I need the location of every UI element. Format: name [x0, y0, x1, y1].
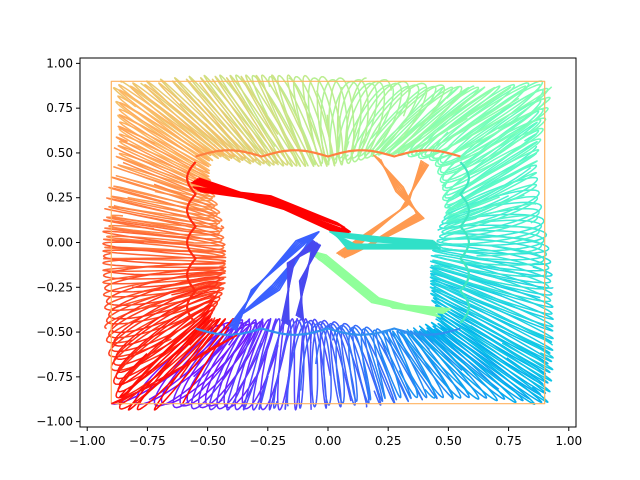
plot-lines — [102, 74, 554, 411]
trajectory-line — [105, 271, 223, 344]
trajectory-line — [441, 201, 543, 257]
pinwheel-arm-line — [281, 239, 314, 322]
trajectory-line — [432, 287, 551, 393]
x-tick-label: −0.75 — [129, 434, 166, 448]
trajectory-line — [432, 245, 552, 303]
x-tick-label: 1.00 — [555, 434, 582, 448]
trajectory-line — [436, 224, 548, 278]
outer-boundary-line — [110, 80, 546, 405]
trajectory-line — [115, 84, 236, 162]
pinwheel-arm-line — [228, 231, 320, 328]
trajectory-line — [417, 82, 549, 168]
trajectory-line — [348, 328, 424, 401]
y-tick-label: 0.25 — [46, 191, 73, 205]
trajectory-line — [429, 260, 554, 346]
trajectory-line — [106, 197, 223, 244]
trajectory-line — [286, 321, 368, 408]
trajectory-line — [336, 82, 428, 159]
trajectory-line — [445, 121, 538, 216]
y-tick-label: −1.00 — [36, 415, 73, 429]
trajectory-line — [120, 80, 258, 162]
trajectory-line — [315, 324, 396, 404]
x-tick-label: −0.50 — [189, 434, 226, 448]
trajectory-line — [258, 318, 332, 410]
inner-boundary-line — [459, 161, 470, 324]
trajectory-line — [379, 330, 454, 399]
pinwheel-arm-line — [329, 231, 434, 246]
trajectory-line — [119, 316, 235, 411]
x-tick-label: 0.50 — [435, 434, 462, 448]
trajectory-line — [188, 75, 289, 166]
pinwheel-arm-line — [192, 177, 351, 233]
y-tick-label: −0.25 — [36, 280, 73, 294]
pinwheel-arm-line — [307, 250, 449, 315]
trajectory-line — [104, 267, 225, 330]
trajectory-line — [363, 329, 438, 400]
trajectory-line — [108, 183, 221, 236]
trajectory-line — [118, 102, 210, 188]
trajectory-line — [272, 319, 352, 409]
trajectory-line — [418, 320, 544, 404]
y-tick-label: 1.00 — [46, 56, 73, 70]
trajectory-line — [219, 74, 320, 167]
inner-boundary-line — [195, 327, 461, 336]
trajectory-line — [428, 80, 547, 176]
y-axis-ticks: −1.00 −0.75 −0.50 −0.25 0.00 0.25 0.50 0.75 1.00 — [36, 56, 80, 429]
trajectory-line — [406, 328, 531, 400]
inner-boundary-line — [186, 161, 197, 324]
trajectory-line — [112, 285, 216, 386]
trajectory-line — [343, 84, 446, 158]
trajectory-line — [172, 320, 264, 409]
x-tick-label: −0.25 — [249, 434, 286, 448]
trajectory-line — [370, 86, 480, 155]
trajectory-line — [104, 208, 225, 257]
y-tick-label: 0.75 — [46, 101, 73, 115]
trajectory-line — [118, 114, 210, 194]
corner-loop-line — [110, 334, 238, 405]
pinwheel-arm-line — [336, 154, 423, 254]
x-tick-label: 0.75 — [495, 434, 522, 448]
y-tick-label: 0.50 — [46, 146, 73, 160]
trajectory-line — [118, 310, 227, 411]
x-tick-label: −1.00 — [69, 434, 106, 448]
x-tick-label: 0.25 — [375, 434, 402, 448]
trajectory-line — [379, 86, 496, 155]
x-axis-ticks: −1.00 −0.75 −0.50 −0.25 0.00 0.25 0.50 0.75 1.00 — [69, 427, 582, 448]
trajectory-line — [110, 280, 219, 372]
trajectory-line — [102, 230, 227, 278]
trajectory-line — [173, 77, 279, 165]
trajectory-line — [102, 241, 227, 292]
inner-boundary-line — [195, 149, 461, 158]
trajectory-line — [331, 326, 410, 403]
y-tick-label: 0.00 — [46, 236, 73, 250]
x-tick-label: 0.00 — [315, 434, 342, 448]
y-tick-label: −0.75 — [36, 370, 73, 384]
trajectory-line — [434, 232, 550, 290]
trajectory-line — [300, 322, 382, 406]
trajectory-line — [190, 319, 279, 410]
trajectory-line — [251, 74, 336, 167]
trajectory-line — [226, 317, 299, 411]
y-tick-label: −0.50 — [36, 325, 73, 339]
trajectory-line — [117, 125, 212, 202]
trajectory-line — [102, 252, 226, 311]
